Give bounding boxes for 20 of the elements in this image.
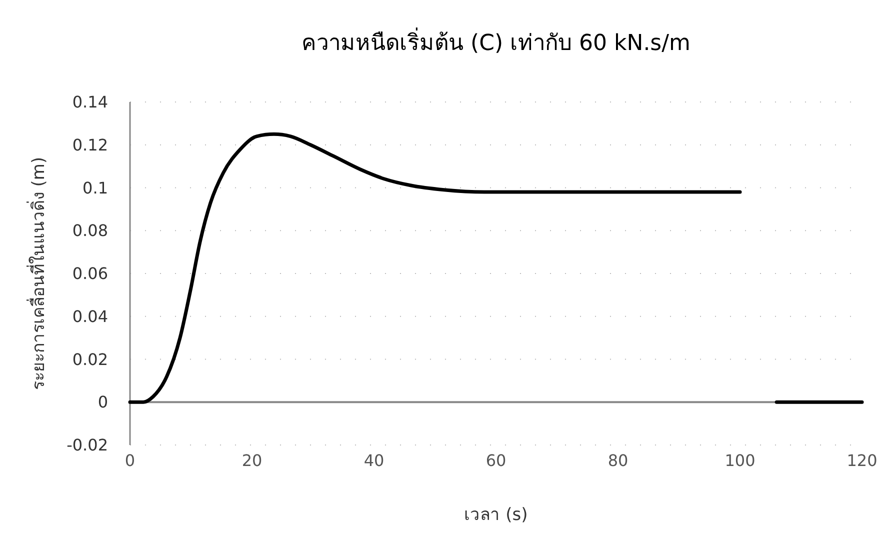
x-tick-label: 40 (364, 450, 384, 470)
y-tick-label: 0 (98, 392, 108, 412)
x-tick-label: 0 (124, 450, 136, 470)
line-series (128, 132, 742, 404)
y-tick-label: 0.1 (82, 178, 108, 198)
x-tick-label: 60 (486, 450, 506, 470)
x-tick-label: 100 (724, 450, 756, 470)
y-tick-label: 0.14 (72, 92, 108, 112)
y-axis-title: ระยะการเคลื่อนที่ในแนวดิ่ง (m) (26, 156, 49, 390)
y-tick-label: 0.08 (72, 221, 108, 240)
y-tick-label: 0.04 (72, 306, 108, 326)
y-tick-label: 0.06 (72, 264, 108, 284)
x-tick-label: 120 (846, 450, 878, 470)
x-tick-label: 20 (242, 450, 262, 470)
y-tick-label: 0.12 (72, 135, 108, 154)
x-tick-label: 80 (608, 450, 628, 470)
x-axis-title: เวลา (s) (464, 505, 528, 525)
y-tick-label: 0.02 (72, 350, 108, 369)
chart-title: ความหนืดเริ่มต้น (C) เท่ากับ 60 kN.s/m (302, 27, 690, 56)
y-tick-label: -0.02 (66, 436, 108, 455)
